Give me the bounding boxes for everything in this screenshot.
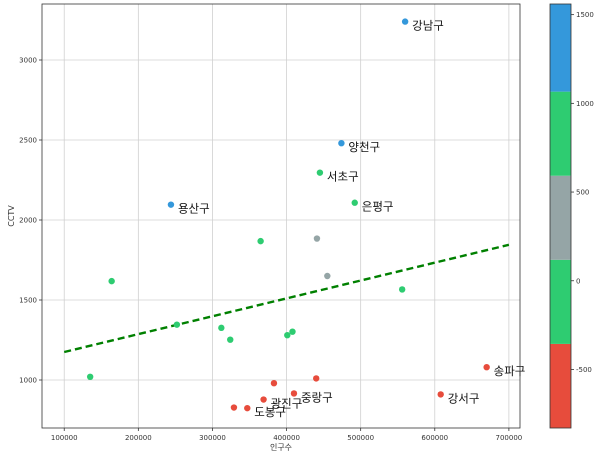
data-point [218, 324, 225, 332]
colorbar-band [550, 175, 571, 260]
data-point [483, 364, 490, 371]
x-axis-ticks: 100000 200000 300000 400000 500000 600000 7000… [51, 428, 522, 442]
colorbar-tick-label: 500 [576, 189, 589, 197]
colorbar-tick-label: -500 [576, 366, 592, 374]
point-label: 강서구 [448, 391, 480, 405]
colorbar-band [550, 91, 571, 176]
point-label: 도봉구 [254, 405, 286, 419]
data-point [290, 390, 298, 397]
point-label: 강남구 [412, 19, 444, 33]
data-point [398, 286, 406, 293]
y-tick-label: 3000 [19, 57, 37, 65]
x-tick-label: 200000 [125, 434, 152, 442]
data-point [351, 199, 358, 206]
point-label: 서초구 [327, 170, 359, 184]
data-point [313, 375, 320, 382]
colorbar-tick-label: 1000 [576, 100, 594, 108]
data-point [173, 321, 181, 328]
colorbar-frame [549, 3, 572, 429]
data-point [316, 169, 324, 176]
data-point [289, 328, 296, 335]
data-point [270, 380, 278, 387]
point-label: 중랑구 [301, 390, 333, 404]
colorbar-tick-label: 1500 [576, 11, 594, 19]
point-label: 용산구 [178, 202, 210, 216]
x-tick-label: 100000 [51, 434, 78, 442]
y-tick-label: 1500 [19, 297, 37, 305]
data-point [227, 336, 234, 343]
x-tick-label: 300000 [199, 434, 226, 442]
x-tick-label: 700000 [496, 434, 523, 442]
data-point [167, 201, 175, 208]
data-point [284, 332, 291, 339]
point-label: 은평구 [362, 200, 394, 214]
data-point [324, 272, 331, 280]
x-axis-label: 인구수 [270, 442, 292, 452]
data-point [260, 396, 267, 403]
data-point [401, 18, 409, 25]
data-point [230, 404, 238, 411]
y-axis-ticks: 1000 1500 2000 2500 3000 [19, 57, 42, 385]
colorbar-tick-label: 0 [576, 277, 580, 285]
data-point [86, 373, 94, 380]
colorbar-band [550, 4, 571, 92]
y-tick-label: 2500 [19, 137, 37, 145]
data-point [108, 277, 115, 285]
colorbar-band [550, 343, 571, 428]
colorbar-band [550, 259, 571, 344]
y-tick-label: 2000 [19, 217, 37, 225]
data-point [244, 404, 251, 412]
point-label: 송파구 [494, 364, 526, 378]
x-tick-label: 500000 [347, 434, 374, 442]
point-label: 광진구 [271, 397, 303, 411]
y-axis-label: CCTV [7, 205, 16, 227]
plot-frame [41, 3, 521, 429]
data-point [257, 237, 264, 245]
data-points [86, 18, 490, 412]
data-point [338, 140, 345, 147]
x-tick-label: 400000 [273, 434, 300, 442]
colorbar: -500 0 500 1000 1500 [549, 3, 594, 429]
data-point [313, 235, 321, 242]
point-label: 양천구 [348, 140, 380, 154]
x-tick-label: 600000 [421, 434, 448, 442]
y-tick-label: 1000 [19, 377, 37, 385]
data-point [437, 391, 444, 398]
